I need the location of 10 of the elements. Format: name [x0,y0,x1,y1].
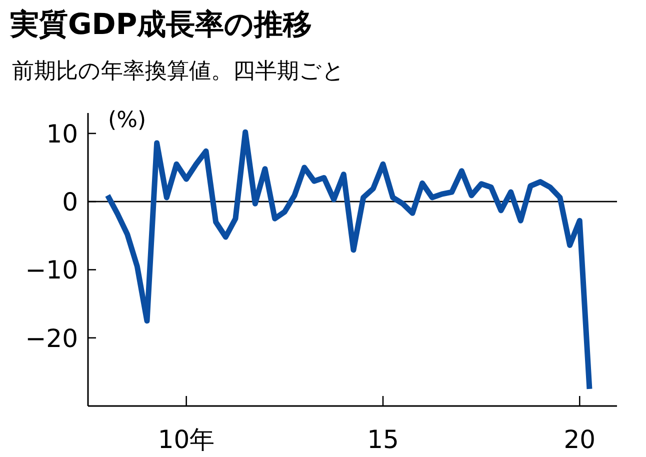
x-tick-label: 10年 [158,425,215,454]
y-tick-label: −10 [25,256,78,285]
y-tick-label: 0 [62,188,78,217]
y-tick-label: −20 [25,324,78,353]
x-tick-label: 15 [367,425,399,454]
x-tick-label: 20 [564,425,596,454]
y-axis-title: (%) [108,108,146,133]
y-tick-label: 10 [46,119,78,148]
chart-subtitle: 前期比の年率換算値。四半期ごと [12,59,345,84]
chart-title: 実質GDP成長率の推移 [9,7,312,41]
